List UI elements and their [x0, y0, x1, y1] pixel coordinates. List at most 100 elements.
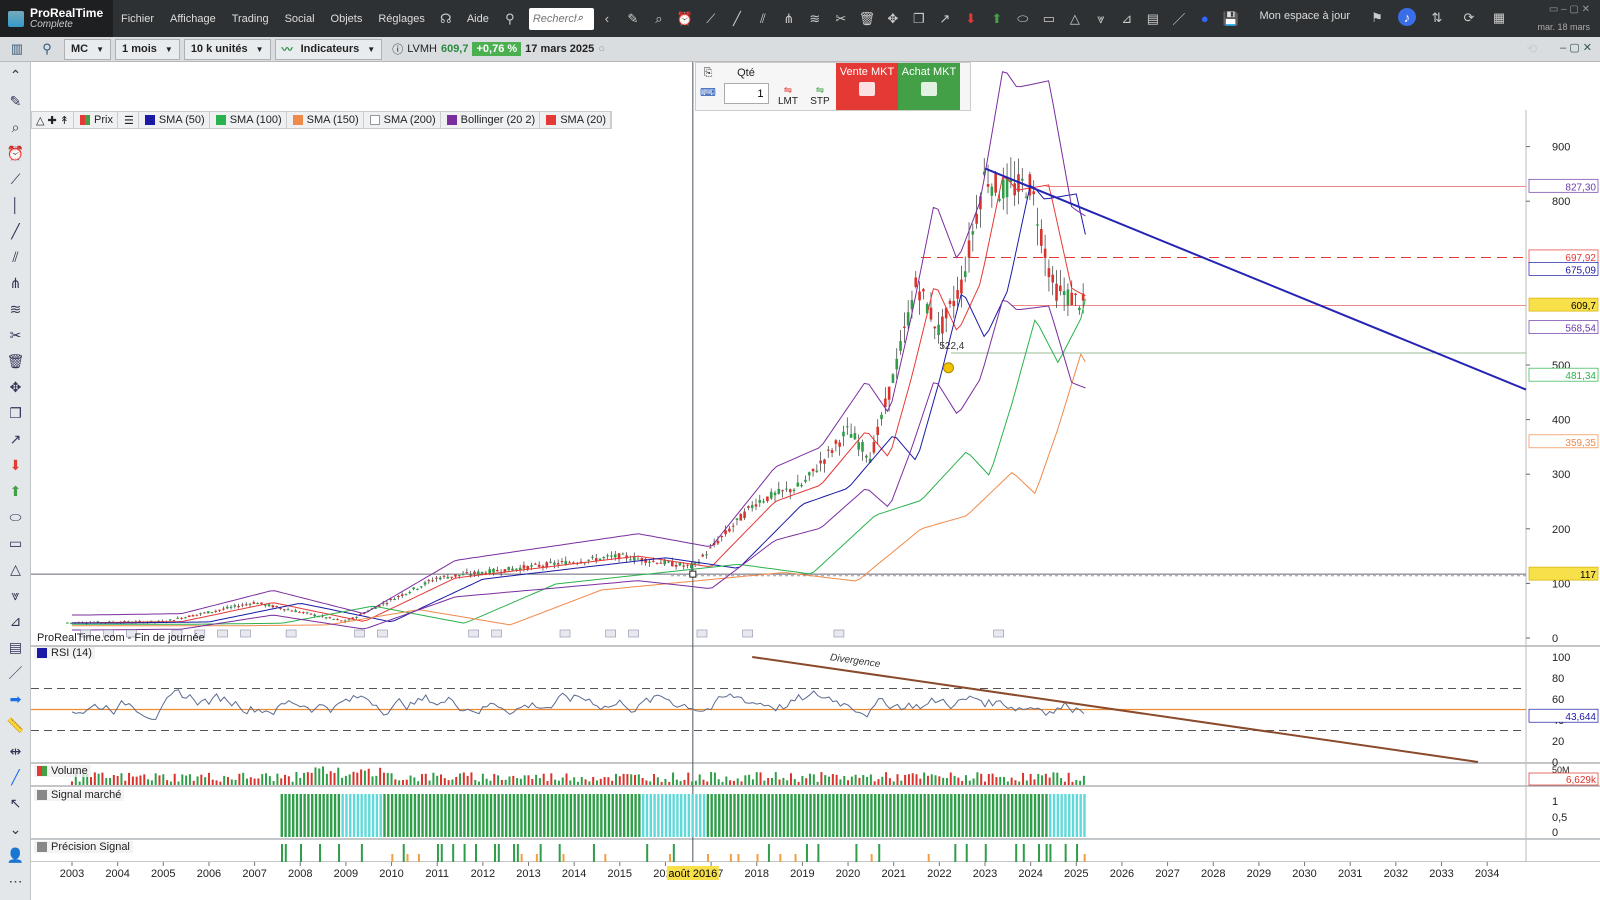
menu-objets[interactable]: Objets	[330, 12, 363, 25]
workspace-select[interactable]: Mon espace à jour	[1259, 10, 1351, 22]
collapse-icon[interactable]: ⌃	[9, 66, 22, 83]
legend-item-prix[interactable]: Prix	[76, 112, 118, 128]
menu-trading[interactable]: Trading	[231, 12, 269, 25]
alarm-icon[interactable]: ⏰	[6, 144, 25, 161]
search-input[interactable]	[532, 12, 577, 25]
legend-list-icon[interactable]: ☰	[120, 112, 139, 128]
precision-panel-label[interactable]: Précision Signal	[34, 841, 133, 853]
chart-canvas[interactable]: 9008005004003002001000522,4827,30697,926…	[31, 62, 1600, 900]
eraser-icon[interactable]: ✂	[9, 326, 22, 343]
limit-order-button[interactable]: ⇋ LMT	[772, 63, 804, 110]
save-icon[interactable]: 💾	[1222, 10, 1239, 26]
ellipse-icon[interactable]: ⬭	[9, 508, 22, 525]
buy-arrow-icon[interactable]: ⬆	[991, 10, 1003, 26]
eraser-icon[interactable]: ✂	[835, 10, 847, 26]
more-icon[interactable]: ⋯	[8, 872, 23, 889]
refresh-icon[interactable]: ⟳	[1463, 10, 1475, 25]
exchange-icon[interactable]: ⇅	[1431, 10, 1443, 25]
volume-panel-label[interactable]: Volume	[34, 765, 91, 777]
line-icon[interactable]: ╱	[732, 10, 741, 26]
menu-social[interactable]: Social	[284, 12, 315, 25]
window-controls-icon[interactable]: ▭ – ▢ ✕	[1548, 4, 1590, 15]
legend-item-sma100[interactable]: SMA (100)	[212, 112, 287, 128]
node-line-icon[interactable]: ⟋	[706, 10, 716, 26]
legend-item-sma200[interactable]: SMA (200)	[366, 112, 441, 128]
signal-panel-label[interactable]: Signal marché	[34, 789, 125, 801]
legend-item-sma20[interactable]: SMA (20)	[542, 112, 612, 128]
menu-affichage[interactable]: Affichage	[170, 12, 216, 25]
zoom-icon[interactable]: ⌕	[11, 118, 20, 135]
buy-arrow-icon[interactable]: ⬆	[9, 482, 22, 499]
legend-item-bollinger[interactable]: Bollinger (20 2)	[443, 112, 541, 128]
parallel-icon[interactable]: ≋	[809, 10, 821, 26]
arrow-icon[interactable]: ↗	[9, 430, 22, 447]
triangle-icon[interactable]: △	[10, 560, 21, 577]
spread-icon[interactable]: ⇹	[9, 742, 22, 759]
alarm-icon[interactable]: ⏰	[676, 10, 693, 26]
color-picker-icon[interactable]: ●	[1200, 11, 1209, 26]
blue-line-icon[interactable]: ╱	[11, 768, 20, 785]
rectangle-icon[interactable]: ▭	[8, 534, 23, 551]
ellipse-icon[interactable]: ⬭	[1017, 10, 1029, 26]
zoom-icon[interactable]: ⌕	[655, 10, 663, 26]
vertical-line-icon[interactable]: │	[11, 197, 20, 213]
channel-icon[interactable]: ⫽	[759, 10, 766, 26]
pencil-icon[interactable]: ✎	[9, 92, 22, 109]
headset-icon[interactable]: ☊	[440, 10, 452, 26]
fibonacci-icon[interactable]: ⩔	[11, 586, 20, 603]
copy-icon[interactable]: ❐	[913, 10, 925, 26]
ruler-icon[interactable]: ▤	[8, 638, 23, 655]
search-box[interactable]: ⌕	[528, 7, 594, 30]
measure-icon[interactable]: 📏	[6, 716, 25, 733]
buy-market-button[interactable]: Achat MKT	[898, 63, 960, 110]
flag-icon[interactable]: ⚑	[1371, 10, 1383, 25]
sell-market-button[interactable]: Vente MKT	[836, 63, 898, 110]
trash-icon[interactable]: 🗑	[858, 10, 876, 26]
stop-order-button[interactable]: ⇋ STP	[804, 63, 836, 110]
legend-item-sma150[interactable]: SMA (150)	[289, 112, 364, 128]
parallel-icon[interactable]: ≋	[9, 300, 22, 317]
period-select[interactable]: 1 mois ▼	[115, 38, 180, 60]
node-line-icon[interactable]: ⟋	[10, 170, 21, 187]
indicators-button[interactable]: 〰 Indicateurs ▼	[274, 38, 383, 60]
copy-icon[interactable]: ❐	[9, 404, 22, 421]
pointer-icon[interactable]: ↖	[9, 794, 22, 811]
expand-icon[interactable]: ⌄	[9, 820, 22, 837]
line-icon[interactable]: ╱	[11, 222, 20, 239]
menu-reglages[interactable]: Réglages	[378, 12, 425, 25]
trash-icon[interactable]: 🗑	[6, 352, 25, 369]
sell-arrow-icon[interactable]: ⬇	[9, 456, 22, 473]
arrow-icon[interactable]: ↗	[939, 10, 951, 26]
channel-icon[interactable]: ⫽	[12, 248, 19, 265]
fork-icon[interactable]: ⋔	[9, 274, 22, 291]
ruler-icon[interactable]: ▤	[1146, 10, 1159, 26]
quantity-input[interactable]	[723, 83, 769, 104]
right-arrow-icon[interactable]: ➡	[9, 690, 22, 707]
fan-icon[interactable]: ⊿	[9, 612, 22, 629]
idea-icon[interactable]: ⚲	[505, 10, 515, 26]
rectangle-icon[interactable]: ▭	[1042, 10, 1055, 26]
chevron-left-icon[interactable]: ‹	[604, 11, 610, 26]
menu-fichier[interactable]: Fichier	[121, 12, 155, 25]
fork-icon[interactable]: ⋔	[783, 10, 795, 26]
brand-logo[interactable]: ProRealTime Complete	[0, 0, 113, 37]
keyboard-icon[interactable]: ⌨	[700, 87, 716, 99]
units-select[interactable]: 10 k unités ▼	[183, 38, 271, 60]
ticket-icon[interactable]: ⎘	[703, 67, 713, 79]
ticker-select[interactable]: MC ▼	[64, 38, 112, 60]
draw-line-icon[interactable]: ／	[1172, 12, 1186, 27]
pencil-icon[interactable]: ✎	[627, 10, 639, 26]
fan-icon[interactable]: ⊿	[1121, 10, 1133, 26]
chart-area[interactable]: 900 800 500 400 300 200 100 0 522,4 827,30 697,92 6…	[31, 62, 1600, 900]
info-icon[interactable]: ⓘ	[392, 44, 404, 56]
fibonacci-icon[interactable]: ⩔	[1097, 10, 1105, 26]
search-icon[interactable]: ⌕	[576, 12, 584, 24]
move-icon[interactable]: ✥	[887, 10, 899, 26]
legend-tools-icon[interactable]: △ ✚ ↟	[32, 112, 75, 128]
draw-line-icon[interactable]: ／	[8, 665, 23, 681]
move-icon[interactable]: ✥	[9, 378, 22, 395]
chart-type-icon[interactable]: ▥	[10, 41, 24, 56]
link-icon[interactable]: ⚲	[42, 41, 52, 56]
menu-aide[interactable]: Aide	[466, 12, 489, 25]
sync-icon[interactable]: ⟲	[1526, 41, 1538, 56]
